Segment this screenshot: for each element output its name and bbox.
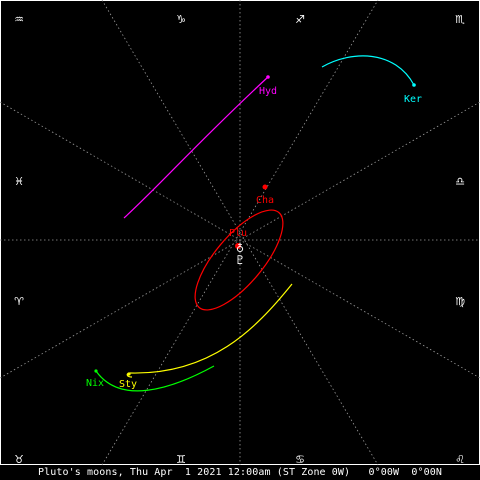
styx-position-dot bbox=[127, 372, 130, 375]
charon-position-dot bbox=[263, 185, 268, 190]
pisces-icon: ♓ bbox=[14, 175, 24, 188]
kerberos-position-dot bbox=[412, 83, 416, 87]
hydra-orbit-path bbox=[124, 77, 268, 218]
nix-orbit-path bbox=[96, 366, 214, 391]
kerberos-orbit-path bbox=[322, 56, 414, 85]
nix-position-dot bbox=[94, 369, 97, 372]
pluto-label: Plu bbox=[229, 228, 247, 239]
status-bar: Pluto's moons, Thu Apr 1 2021 12:00am (S… bbox=[0, 465, 480, 480]
kerberos-label: Ker bbox=[404, 94, 422, 105]
sagittarius-icon: ♐ bbox=[295, 13, 305, 26]
libra-icon: ♎ bbox=[455, 175, 465, 188]
hydra-label: Hyd bbox=[259, 86, 277, 97]
aquarius-icon: ♒ bbox=[14, 13, 24, 26]
pluto-icon: ♇ bbox=[235, 253, 246, 267]
hydra-position-dot bbox=[266, 75, 270, 79]
nix-label: Nix bbox=[86, 378, 104, 389]
virgo-icon: ♍ bbox=[455, 295, 465, 308]
aries-icon: ♈ bbox=[14, 295, 24, 308]
scorpio-icon: ♏ bbox=[455, 13, 465, 26]
styx-orbit-path bbox=[127, 284, 292, 377]
charon-label: Cha bbox=[256, 195, 274, 206]
capricorn-icon: ♑ bbox=[176, 13, 186, 26]
